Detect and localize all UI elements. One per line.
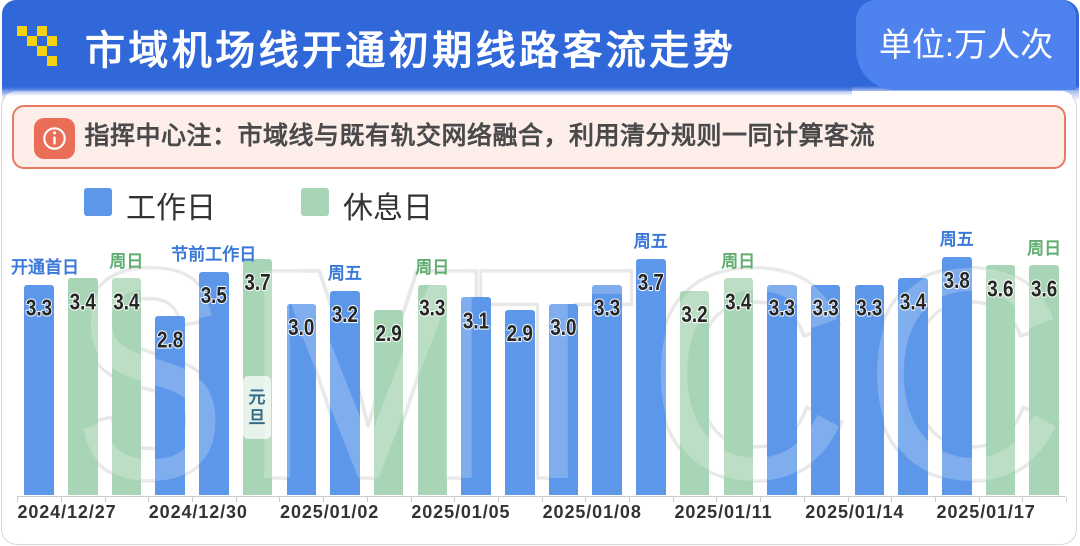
svg-text:3.3: 3.3 (856, 296, 882, 321)
svg-text:3.6: 3.6 (1031, 277, 1057, 302)
svg-text:3.4: 3.4 (113, 290, 139, 315)
svg-text:3.3: 3.3 (26, 296, 52, 321)
svg-text:3.7: 3.7 (244, 270, 270, 295)
svg-text:3.3: 3.3 (812, 296, 838, 321)
svg-text:C: C (646, 205, 849, 542)
svg-text:3.4: 3.4 (725, 290, 751, 315)
svg-text:3.2: 3.2 (332, 302, 358, 327)
svg-text:3.5: 3.5 (201, 283, 227, 308)
svg-text:3.0: 3.0 (550, 315, 576, 340)
svg-text:M: M (239, 205, 497, 542)
svg-text:3.3: 3.3 (419, 296, 445, 321)
svg-text:S: S (73, 206, 226, 542)
svg-text:3.4: 3.4 (900, 290, 926, 315)
svg-text:M: M (239, 205, 497, 542)
svg-text:3.1: 3.1 (463, 309, 489, 334)
svg-text:3.0: 3.0 (288, 315, 314, 340)
svg-text:3.3: 3.3 (769, 296, 795, 321)
svg-text:2.8: 2.8 (157, 328, 183, 353)
svg-text:C: C (863, 205, 1066, 542)
svg-text:3.3: 3.3 (594, 296, 620, 321)
svg-text:2.9: 2.9 (507, 322, 533, 347)
svg-text:3.2: 3.2 (681, 302, 707, 327)
svg-text:3.8: 3.8 (944, 268, 970, 293)
svg-text:3.6: 3.6 (987, 277, 1013, 302)
svg-text:3.7: 3.7 (638, 270, 664, 295)
svg-text:3.4: 3.4 (70, 290, 96, 315)
svg-text:T: T (478, 207, 634, 543)
svg-text:2.9: 2.9 (375, 322, 401, 347)
